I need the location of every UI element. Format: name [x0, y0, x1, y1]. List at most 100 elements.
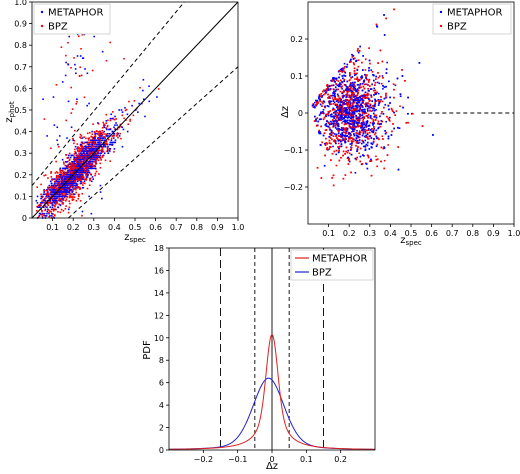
scatter-point: [335, 79, 338, 81]
scatter-point: [340, 107, 342, 109]
scatter-point: [355, 134, 358, 137]
scatter-point: [44, 174, 47, 176]
scatter-point: [327, 100, 330, 103]
scatter-point: [355, 73, 357, 76]
scatter-point: [334, 119, 337, 122]
scatter-point: [348, 101, 350, 103]
scatter-point: [55, 184, 57, 187]
scatter-point: [356, 129, 358, 132]
scatter-point: [83, 167, 86, 170]
scatter-point: [325, 87, 328, 90]
scatter-point: [78, 75, 81, 77]
scatter-point: [49, 210, 51, 212]
scatter-point: [89, 177, 91, 180]
scatter-point: [57, 176, 60, 178]
scatter-point: [342, 67, 344, 69]
scatter-point: [99, 154, 102, 157]
scatter-point: [57, 174, 60, 177]
scatter-point: [329, 103, 331, 106]
scatter-point: [127, 123, 130, 126]
scatter-point: [102, 139, 104, 142]
scatter-point: [322, 94, 325, 96]
scatter-point: [381, 60, 384, 63]
scatter-point: [50, 176, 53, 178]
scatter-point: [336, 128, 339, 130]
scatter-point: [71, 161, 73, 163]
scatter-point: [346, 66, 348, 68]
scatter-point: [68, 171, 71, 174]
scatter-point: [56, 126, 59, 129]
scatter-point: [361, 126, 364, 128]
y-tick-label: 0.6: [14, 84, 27, 93]
scatter-point: [90, 180, 93, 183]
scatter-point: [342, 177, 345, 180]
scatter-point: [106, 146, 109, 149]
scatter-point: [71, 183, 74, 186]
scatter-point: [371, 100, 373, 102]
scatter-point: [384, 103, 387, 106]
scatter-point: [346, 151, 349, 154]
scatter-point: [337, 85, 340, 88]
scatter-point: [70, 184, 73, 187]
scatter-point: [333, 91, 335, 93]
scatter-point: [80, 152, 82, 154]
scatter-point: [77, 161, 79, 163]
scatter-point: [62, 167, 64, 170]
scatter-point: [364, 130, 366, 133]
scatter-point: [86, 174, 89, 176]
scatter-point: [97, 159, 100, 162]
scatter-point: [340, 117, 342, 119]
legend-label-bpz: BPZ: [48, 22, 68, 33]
x-tick-label: 0: [269, 455, 274, 464]
scatter-point: [336, 115, 338, 117]
scatter-point: [121, 145, 124, 148]
scatter-point: [58, 181, 60, 184]
scatter-point: [104, 133, 106, 135]
legend-box: [432, 3, 512, 35]
scatter-point: [54, 191, 57, 193]
scatter-point: [85, 170, 87, 173]
scatter-point: [355, 89, 358, 92]
scatter-point: [53, 198, 56, 201]
scatter-point: [361, 111, 364, 114]
scatter-point: [99, 137, 102, 139]
scatter-point: [340, 83, 343, 86]
scatter-point: [348, 122, 351, 125]
scatter-point: [326, 105, 329, 107]
scatter-point: [101, 151, 104, 153]
scatter-point: [80, 177, 83, 179]
scatter-point: [387, 105, 390, 107]
scatter-point: [331, 138, 333, 141]
scatter-point: [50, 184, 53, 187]
scatter-point: [109, 128, 112, 131]
scatter-point: [340, 133, 342, 136]
scatter-point: [331, 79, 334, 81]
scatter-point: [371, 117, 373, 120]
scatter-point: [103, 152, 106, 154]
scatter-point: [395, 110, 398, 112]
scatter-point: [371, 83, 373, 86]
scatter-point: [87, 145, 90, 148]
scatter-point: [380, 112, 383, 115]
scatter-point: [343, 67, 345, 70]
scatter-point: [65, 167, 67, 170]
scatter-point: [341, 75, 344, 77]
scatter-point: [367, 97, 369, 99]
scatter-point: [70, 193, 73, 196]
scatter-point: [94, 141, 97, 144]
scatter-point: [345, 110, 347, 113]
scatter-point: [72, 180, 75, 183]
scatter-point: [391, 109, 393, 111]
scatter-point: [55, 171, 58, 173]
scatter-point: [61, 174, 63, 177]
scatter-point: [351, 142, 353, 145]
y-tick-label: 18: [154, 244, 164, 253]
scatter-point: [342, 68, 344, 71]
scatter-point: [72, 198, 75, 201]
scatter-point: [357, 122, 360, 124]
scatter-point: [116, 133, 119, 136]
scatter-point: [353, 128, 355, 131]
scatter-point: [370, 106, 372, 109]
scatter-point: [359, 96, 362, 99]
scatter-point: [349, 101, 352, 104]
